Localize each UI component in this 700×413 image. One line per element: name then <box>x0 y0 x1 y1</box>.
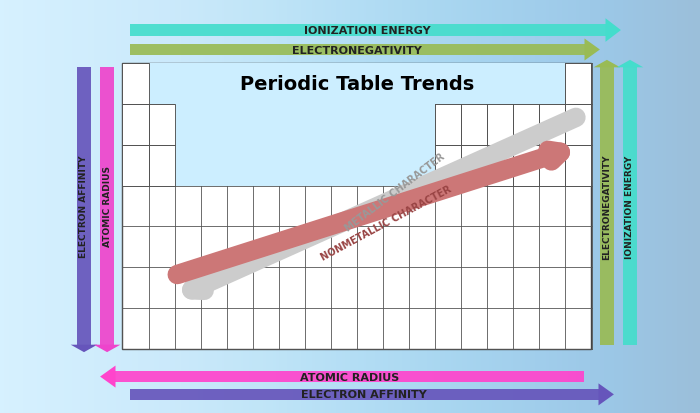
Bar <box>461 145 487 186</box>
FancyArrow shape <box>598 383 614 406</box>
FancyArrow shape <box>594 61 620 68</box>
Bar <box>130 45 584 56</box>
Bar <box>435 145 461 186</box>
FancyArrow shape <box>606 19 621 43</box>
Bar <box>130 389 598 400</box>
Bar <box>513 145 540 186</box>
Bar <box>122 145 148 186</box>
Bar <box>566 145 592 186</box>
Bar <box>122 64 148 105</box>
Bar <box>122 64 591 349</box>
FancyArrow shape <box>94 345 120 352</box>
Bar <box>566 105 592 145</box>
Bar <box>148 64 566 105</box>
FancyArrow shape <box>100 366 116 388</box>
Bar <box>623 68 637 345</box>
Bar <box>77 68 91 345</box>
Text: Periodic Table Trends: Periodic Table Trends <box>240 75 474 94</box>
Bar <box>540 145 566 186</box>
Bar <box>487 105 513 145</box>
Text: ELECTRONEGATIVITY: ELECTRONEGATIVITY <box>292 45 422 55</box>
Bar <box>100 68 114 345</box>
Text: ATOMIC RADIUS: ATOMIC RADIUS <box>300 372 400 382</box>
Bar <box>600 68 614 345</box>
Bar <box>174 105 435 186</box>
Text: METALLIC CHARACTER: METALLIC CHARACTER <box>343 151 447 233</box>
Bar <box>122 105 148 145</box>
Text: ELECTRON AFFINITY: ELECTRON AFFINITY <box>301 389 427 399</box>
Text: ELECTRON AFFINITY: ELECTRON AFFINITY <box>80 155 88 258</box>
Bar <box>461 105 487 145</box>
Text: NONMETALLIC CHARACTER: NONMETALLIC CHARACTER <box>319 184 453 262</box>
Text: ATOMIC RADIUS: ATOMIC RADIUS <box>103 166 111 247</box>
Bar <box>148 145 174 186</box>
Bar <box>130 25 606 37</box>
Bar <box>116 371 584 382</box>
Text: ELECTRONEGATIVITY: ELECTRONEGATIVITY <box>603 154 611 259</box>
Bar <box>513 105 540 145</box>
FancyArrow shape <box>71 345 97 352</box>
Bar <box>487 145 513 186</box>
Text: IONIZATION ENERGY: IONIZATION ENERGY <box>626 155 634 258</box>
Bar <box>540 105 566 145</box>
FancyArrow shape <box>617 61 643 68</box>
Bar <box>566 64 592 105</box>
Text: IONIZATION ENERGY: IONIZATION ENERGY <box>304 26 430 36</box>
Bar <box>435 105 461 145</box>
FancyArrow shape <box>584 39 600 62</box>
Bar <box>148 105 174 145</box>
